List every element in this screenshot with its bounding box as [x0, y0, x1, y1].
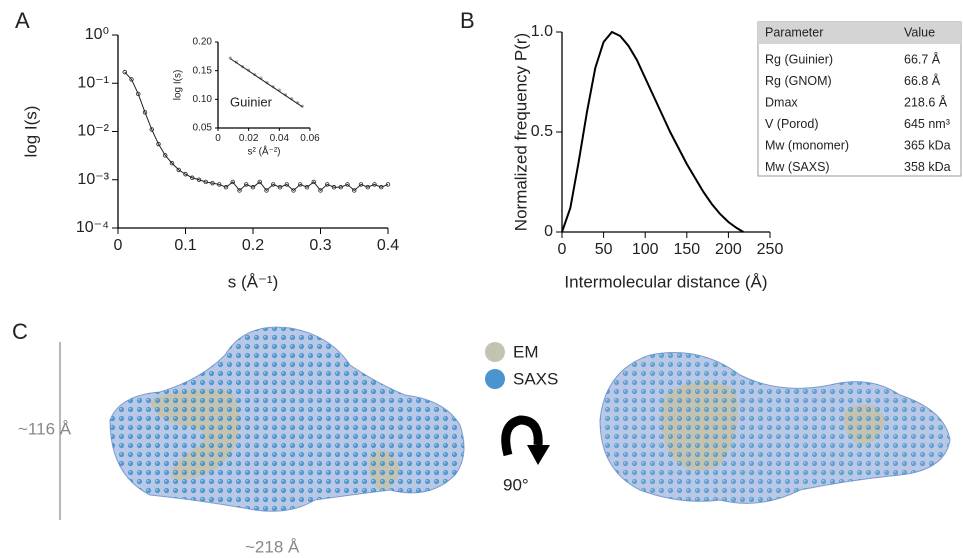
x-tick-label: 0.04	[270, 133, 290, 144]
data-line	[125, 72, 388, 190]
y-tick-label: 10⁻⁴	[76, 219, 109, 236]
x-axis-label: Intermolecular distance (Å)	[564, 272, 767, 291]
x-tick-label: 0	[558, 241, 567, 258]
x-tick-label: 0.3	[309, 237, 331, 254]
y-tick-label: 0.15	[193, 65, 213, 76]
y-axis-label: log I(s)	[173, 70, 184, 101]
saxs-beads	[600, 353, 950, 504]
data-line	[562, 32, 743, 232]
panel-label: C	[12, 319, 28, 344]
y-axis-label: Normalized frequency P(r)	[511, 33, 530, 231]
parameter-table: Parameter Value Rg (Guinier) 66.7 Å Rg (GN…	[758, 22, 961, 176]
x-tick-label: 0.4	[377, 237, 399, 254]
y-tick-label: 10⁻¹	[77, 74, 109, 91]
table-cell: Rg (Guinier)	[765, 52, 833, 66]
x-tick-label: 0	[114, 237, 123, 254]
x-tick-label: 200	[715, 241, 742, 258]
dimension-label: ~218 Å	[245, 537, 300, 556]
y-tick-label: 10⁻³	[77, 171, 109, 188]
y-tick-label: 10⁰	[85, 26, 109, 43]
x-tick-label: 0.2	[242, 237, 264, 254]
saxs-beads	[110, 327, 464, 511]
y-tick-label: 10⁻²	[77, 123, 109, 140]
legend-swatch	[485, 369, 505, 389]
table-cell: 645 nm³	[904, 117, 950, 131]
x-axis-label: s² (Å⁻²)	[247, 145, 280, 158]
x-tick-label: 0.06	[300, 133, 320, 144]
x-tick-label: 0	[215, 133, 221, 144]
data-point	[123, 70, 127, 74]
dimension-label: ~116 Å	[18, 419, 72, 438]
x-tick-label: 50	[595, 241, 613, 258]
panel-label: B	[460, 8, 475, 33]
y-tick-label: 1.0	[531, 23, 553, 40]
table-cell: Dmax	[765, 95, 798, 109]
table-cell: 66.8 Å	[904, 73, 941, 88]
table-cell: Mw (SAXS)	[765, 160, 830, 174]
x-axis-label: s (Å⁻¹)	[228, 272, 279, 291]
table-cell: 358 kDa	[904, 160, 951, 174]
legend-swatch	[485, 342, 505, 362]
chart: 0 0.5 1.0 0 50 100 150 200 250 Normalized frequen…	[511, 23, 783, 291]
y-tick-label: 0.5	[531, 123, 553, 140]
x-tick-label: 250	[757, 241, 784, 258]
table-cell: 365 kDa	[904, 138, 951, 152]
y-tick-label: 0.20	[193, 37, 213, 48]
y-tick-label: 0.05	[193, 123, 213, 134]
legend-label: EM	[513, 342, 539, 361]
x-tick-label: 150	[673, 241, 700, 258]
panel-label: A	[15, 8, 30, 33]
legend-label: SAXS	[513, 369, 558, 388]
table-cell: Rg (GNOM)	[765, 74, 832, 88]
table-cell: V (Porod)	[765, 117, 819, 131]
y-tick-label: 0	[544, 223, 553, 240]
table-cell: Mw (monomer)	[765, 138, 849, 152]
x-tick-label: 0.02	[239, 133, 259, 144]
rotation-arrow-head	[527, 445, 550, 465]
table-header: Value	[904, 25, 935, 39]
x-tick-label: 0.1	[174, 237, 196, 254]
rotation-label: 90°	[503, 475, 529, 494]
model-views: ~116 Å ~218 Å EM SAXS 90°	[18, 327, 950, 556]
chart: 0.05 0.10 0.15 0.20 0 0.02 0.04 0.06 log I(s) s² …	[173, 37, 321, 158]
y-axis-label: log I(s)	[21, 106, 40, 158]
table-header: Parameter	[765, 25, 823, 39]
annotation: Guinier	[230, 94, 273, 109]
y-tick-label: 0.10	[193, 94, 213, 105]
x-tick-label: 100	[632, 241, 659, 258]
table-cell: 66.7 Å	[904, 51, 941, 66]
figure: A B C Parameter Value Rg (Guinier) 66.7 Å…	[0, 0, 963, 558]
table-cell: 218.6 Å	[904, 94, 948, 109]
